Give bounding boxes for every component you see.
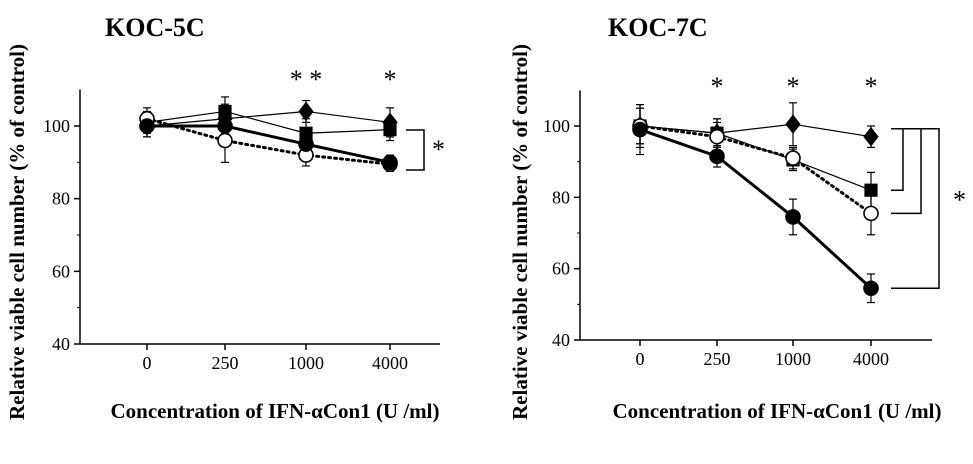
bracket-asterisk: * [953,185,966,214]
x-tick-label: 4000 [372,353,408,373]
series-line [639,128,873,290]
y-tick-label: 60 [552,259,570,279]
significance-asterisk: * [865,72,878,101]
x-tick-label: 0 [143,353,152,373]
data-point-circle [785,150,801,166]
data-point-circle [863,280,879,297]
significance-bracket [891,127,922,215]
series-line [639,125,872,191]
data-point-square [864,183,878,197]
data-point-diamond [785,114,801,135]
significance-asterisk: * [787,72,800,101]
y-tick-label: 100 [543,116,570,136]
data-point-circle [139,118,155,134]
y-tick-label: 40 [52,334,70,354]
panel-title: KOC-5C [105,13,205,42]
panel-koc-5c: KOC-5C Relative viable cell number (% of… [5,13,445,423]
data-point-circle [709,148,725,165]
x-tick-label: 4000 [853,349,889,369]
series-line [146,110,391,134]
x-tick-label: 250 [212,353,239,373]
x-axis-label: Concentration of IFN-αCon1 (U /ml) [110,399,439,423]
data-point-diamond [298,101,314,122]
y-tick-label: 80 [52,189,70,209]
x-tick-label: 1000 [775,349,811,369]
data-point-circle [217,132,233,149]
significance-asterisk: * * [290,65,323,94]
data-point-circle [298,136,314,152]
data-point-circle [863,205,879,222]
x-axis-label: Concentration of IFN-αCon1 (U /ml) [612,399,941,423]
series-line [147,124,391,164]
significance-bracket [891,127,904,191]
series-line [638,124,873,215]
data-point-square [218,104,232,119]
panel-title: KOC-7C [608,13,708,42]
data-point-diamond [863,126,879,147]
series-line [145,117,392,166]
bracket-asterisk: * [432,135,445,164]
y-axis-label: Relative viable cell number (% of contro… [508,44,532,420]
data-point-circle [382,154,398,171]
x-tick-label: 250 [704,349,731,369]
x-tick-label: 1000 [288,353,324,373]
y-tick-label: 100 [43,116,70,136]
significance-asterisk: * [384,65,397,94]
data-point-circle [217,118,233,134]
x-tick-label: 0 [636,349,645,369]
data-point-circle [632,121,648,138]
y-tick-label: 40 [552,330,570,350]
y-tick-label: 60 [52,261,70,281]
series-line [146,110,391,127]
data-point-circle [785,209,801,225]
significance-bracket [891,127,940,290]
data-point-circle [709,128,725,145]
y-tick-label: 80 [552,187,570,207]
panel-koc-7c: KOC-7C Relative viable cell number (% of… [508,13,966,423]
data-point-square [383,123,397,137]
significance-bracket [406,129,425,171]
significance-asterisk: * [711,72,724,101]
y-axis-label: Relative viable cell number (% of contro… [5,44,29,420]
